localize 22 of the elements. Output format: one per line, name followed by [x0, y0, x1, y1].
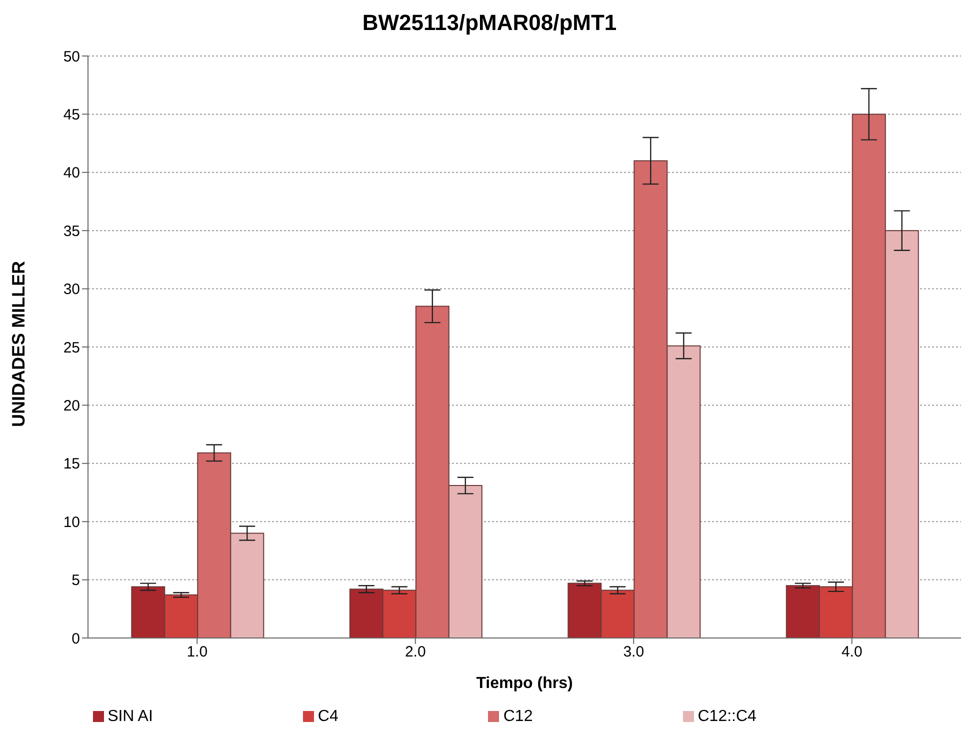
y-tick-label: 40	[63, 164, 80, 182]
y-tick-label: 50	[63, 48, 80, 66]
chart-title: BW25113/pMAR08/pMT1	[361, 10, 618, 36]
x-axis-title: Tiempo (hrs)	[476, 675, 573, 692]
x-tick-label: 3.0	[623, 644, 644, 661]
y-tick-label: 5	[72, 572, 80, 590]
legend-label: C12	[503, 708, 533, 725]
y-axis-title: UNIDADES MILLER	[8, 261, 28, 427]
legend-label: C4	[318, 708, 338, 725]
y-tick-label: 35	[63, 222, 80, 240]
y-tick-label: 15	[63, 456, 80, 473]
legend-label: C12::C4	[698, 708, 756, 725]
y-tick-label: 25	[63, 339, 80, 356]
y-tick-label: 0	[72, 630, 80, 648]
x-tick-label: 1.0	[186, 644, 208, 661]
x-tick-label: 4.0	[841, 644, 862, 661]
y-tick-label: 30	[63, 281, 80, 298]
legend-label: SIN AI	[108, 708, 153, 725]
y-tick-label: 10	[63, 514, 80, 531]
x-tick-label: 2.0	[404, 644, 426, 661]
y-tick-label: 20	[63, 398, 80, 415]
y-tick-label: 45	[63, 106, 80, 124]
